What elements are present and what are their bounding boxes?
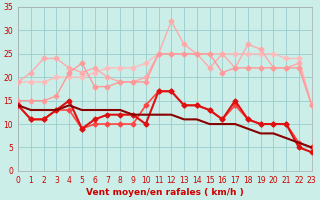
X-axis label: Vent moyen/en rafales ( km/h ): Vent moyen/en rafales ( km/h ) (86, 188, 244, 197)
